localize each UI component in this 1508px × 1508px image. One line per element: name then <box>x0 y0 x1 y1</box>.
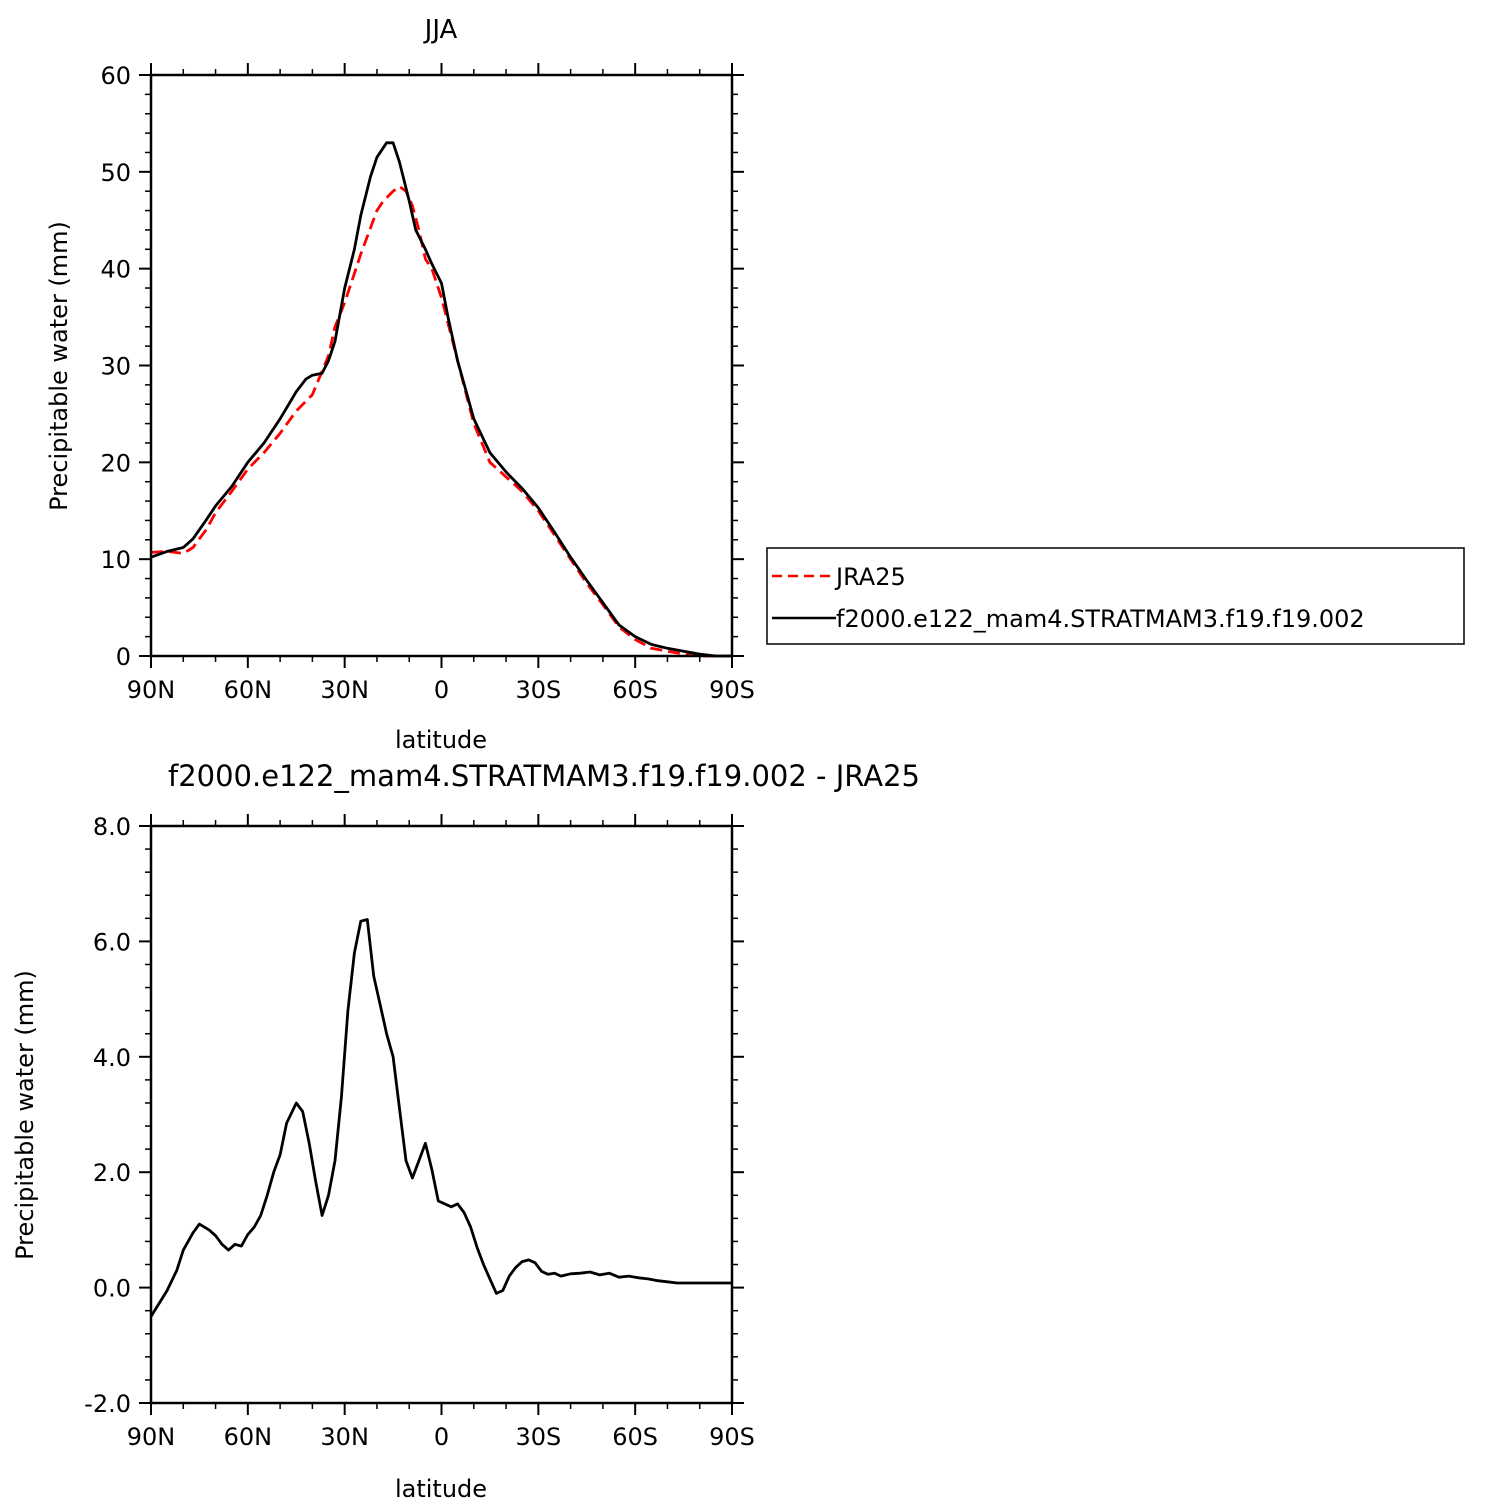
top-y-axis-label: Precipitable water (mm) <box>45 221 73 511</box>
bottom-series-group <box>149 918 732 1318</box>
top-x-tick-label: 60S <box>612 676 658 704</box>
top-chart-title: JJA <box>423 15 458 45</box>
bottom-y-tick-label: 2.0 <box>93 1159 131 1187</box>
bottom-plot-frame <box>149 824 734 1405</box>
top-series-line-1 <box>150 141 732 658</box>
top-axes-group: 90N 60N 30N 0 30S 60S 90S 0 10 20 30 40 50 60 <box>100 62 754 704</box>
top-series-line-0 <box>150 184 732 658</box>
bottom-axes-group: 90N 60N 30N 0 30S 60S 90S -2.0 0.0 2.0 4.0 6.0 8.0 <box>84 813 755 1451</box>
legend-label-jra25: JRA25 <box>834 563 906 591</box>
top-x-tick-label: 30S <box>515 676 561 704</box>
bottom-x-tick-label: 90N <box>127 1423 176 1451</box>
top-x-axis-label: latitude <box>395 726 487 754</box>
bottom-y-tick-label: 0.0 <box>93 1275 131 1303</box>
bottom-x-axis-label: latitude <box>395 1475 487 1503</box>
top-plot-frame <box>149 73 734 658</box>
top-y-tick-label: 10 <box>100 546 131 574</box>
bottom-series-line-0 <box>149 918 732 1318</box>
top-x-tick-label: 90N <box>127 676 176 704</box>
bottom-y-tick-label: 8.0 <box>93 813 131 841</box>
bottom-x-tick-label: 0 <box>434 1423 449 1451</box>
top-y-tick-label: 30 <box>100 353 131 381</box>
top-y-tick-label: 0 <box>116 643 131 671</box>
bottom-y-axis-label: Precipitable water (mm) <box>11 970 39 1260</box>
bottom-panel: f2000.e122_mam4.STRATMAM3.f19.f19.002 - … <box>11 759 920 1503</box>
bottom-chart-title: f2000.e122_mam4.STRATMAM3.f19.f19.002 - … <box>168 759 920 793</box>
bottom-x-tick-label: 60N <box>224 1423 273 1451</box>
top-x-tick-label: 0 <box>434 676 449 704</box>
top-y-tick-label: 40 <box>100 256 131 284</box>
legend: JRA25 f2000.e122_mam4.STRATMAM3.f19.f19.… <box>766 547 1465 645</box>
bottom-x-tick-label: 30N <box>320 1423 369 1451</box>
top-x-tick-label: 60N <box>224 676 273 704</box>
legend-box <box>766 547 1465 645</box>
top-panel: JJA 90N 60N 30N 0 30S 60S 90S 0 10 20 30 40 50 60 lat… <box>45 15 755 754</box>
top-y-tick-label: 50 <box>100 159 131 187</box>
bottom-x-tick-label: 30S <box>515 1423 561 1451</box>
top-x-tick-label: 90S <box>709 676 755 704</box>
bottom-x-tick-label: 90S <box>709 1423 755 1451</box>
top-y-tick-label: 60 <box>100 62 131 90</box>
bottom-y-tick-label: 6.0 <box>93 928 131 956</box>
legend-label-model: f2000.e122_mam4.STRATMAM3.f19.f19.002 <box>836 605 1365 633</box>
top-series-group <box>150 141 732 658</box>
bottom-y-tick-label: -2.0 <box>84 1390 131 1418</box>
bottom-x-tick-label: 60S <box>612 1423 658 1451</box>
bottom-y-tick-label: 4.0 <box>93 1044 131 1072</box>
top-x-tick-label: 30N <box>320 676 369 704</box>
top-y-tick-label: 20 <box>100 449 131 477</box>
